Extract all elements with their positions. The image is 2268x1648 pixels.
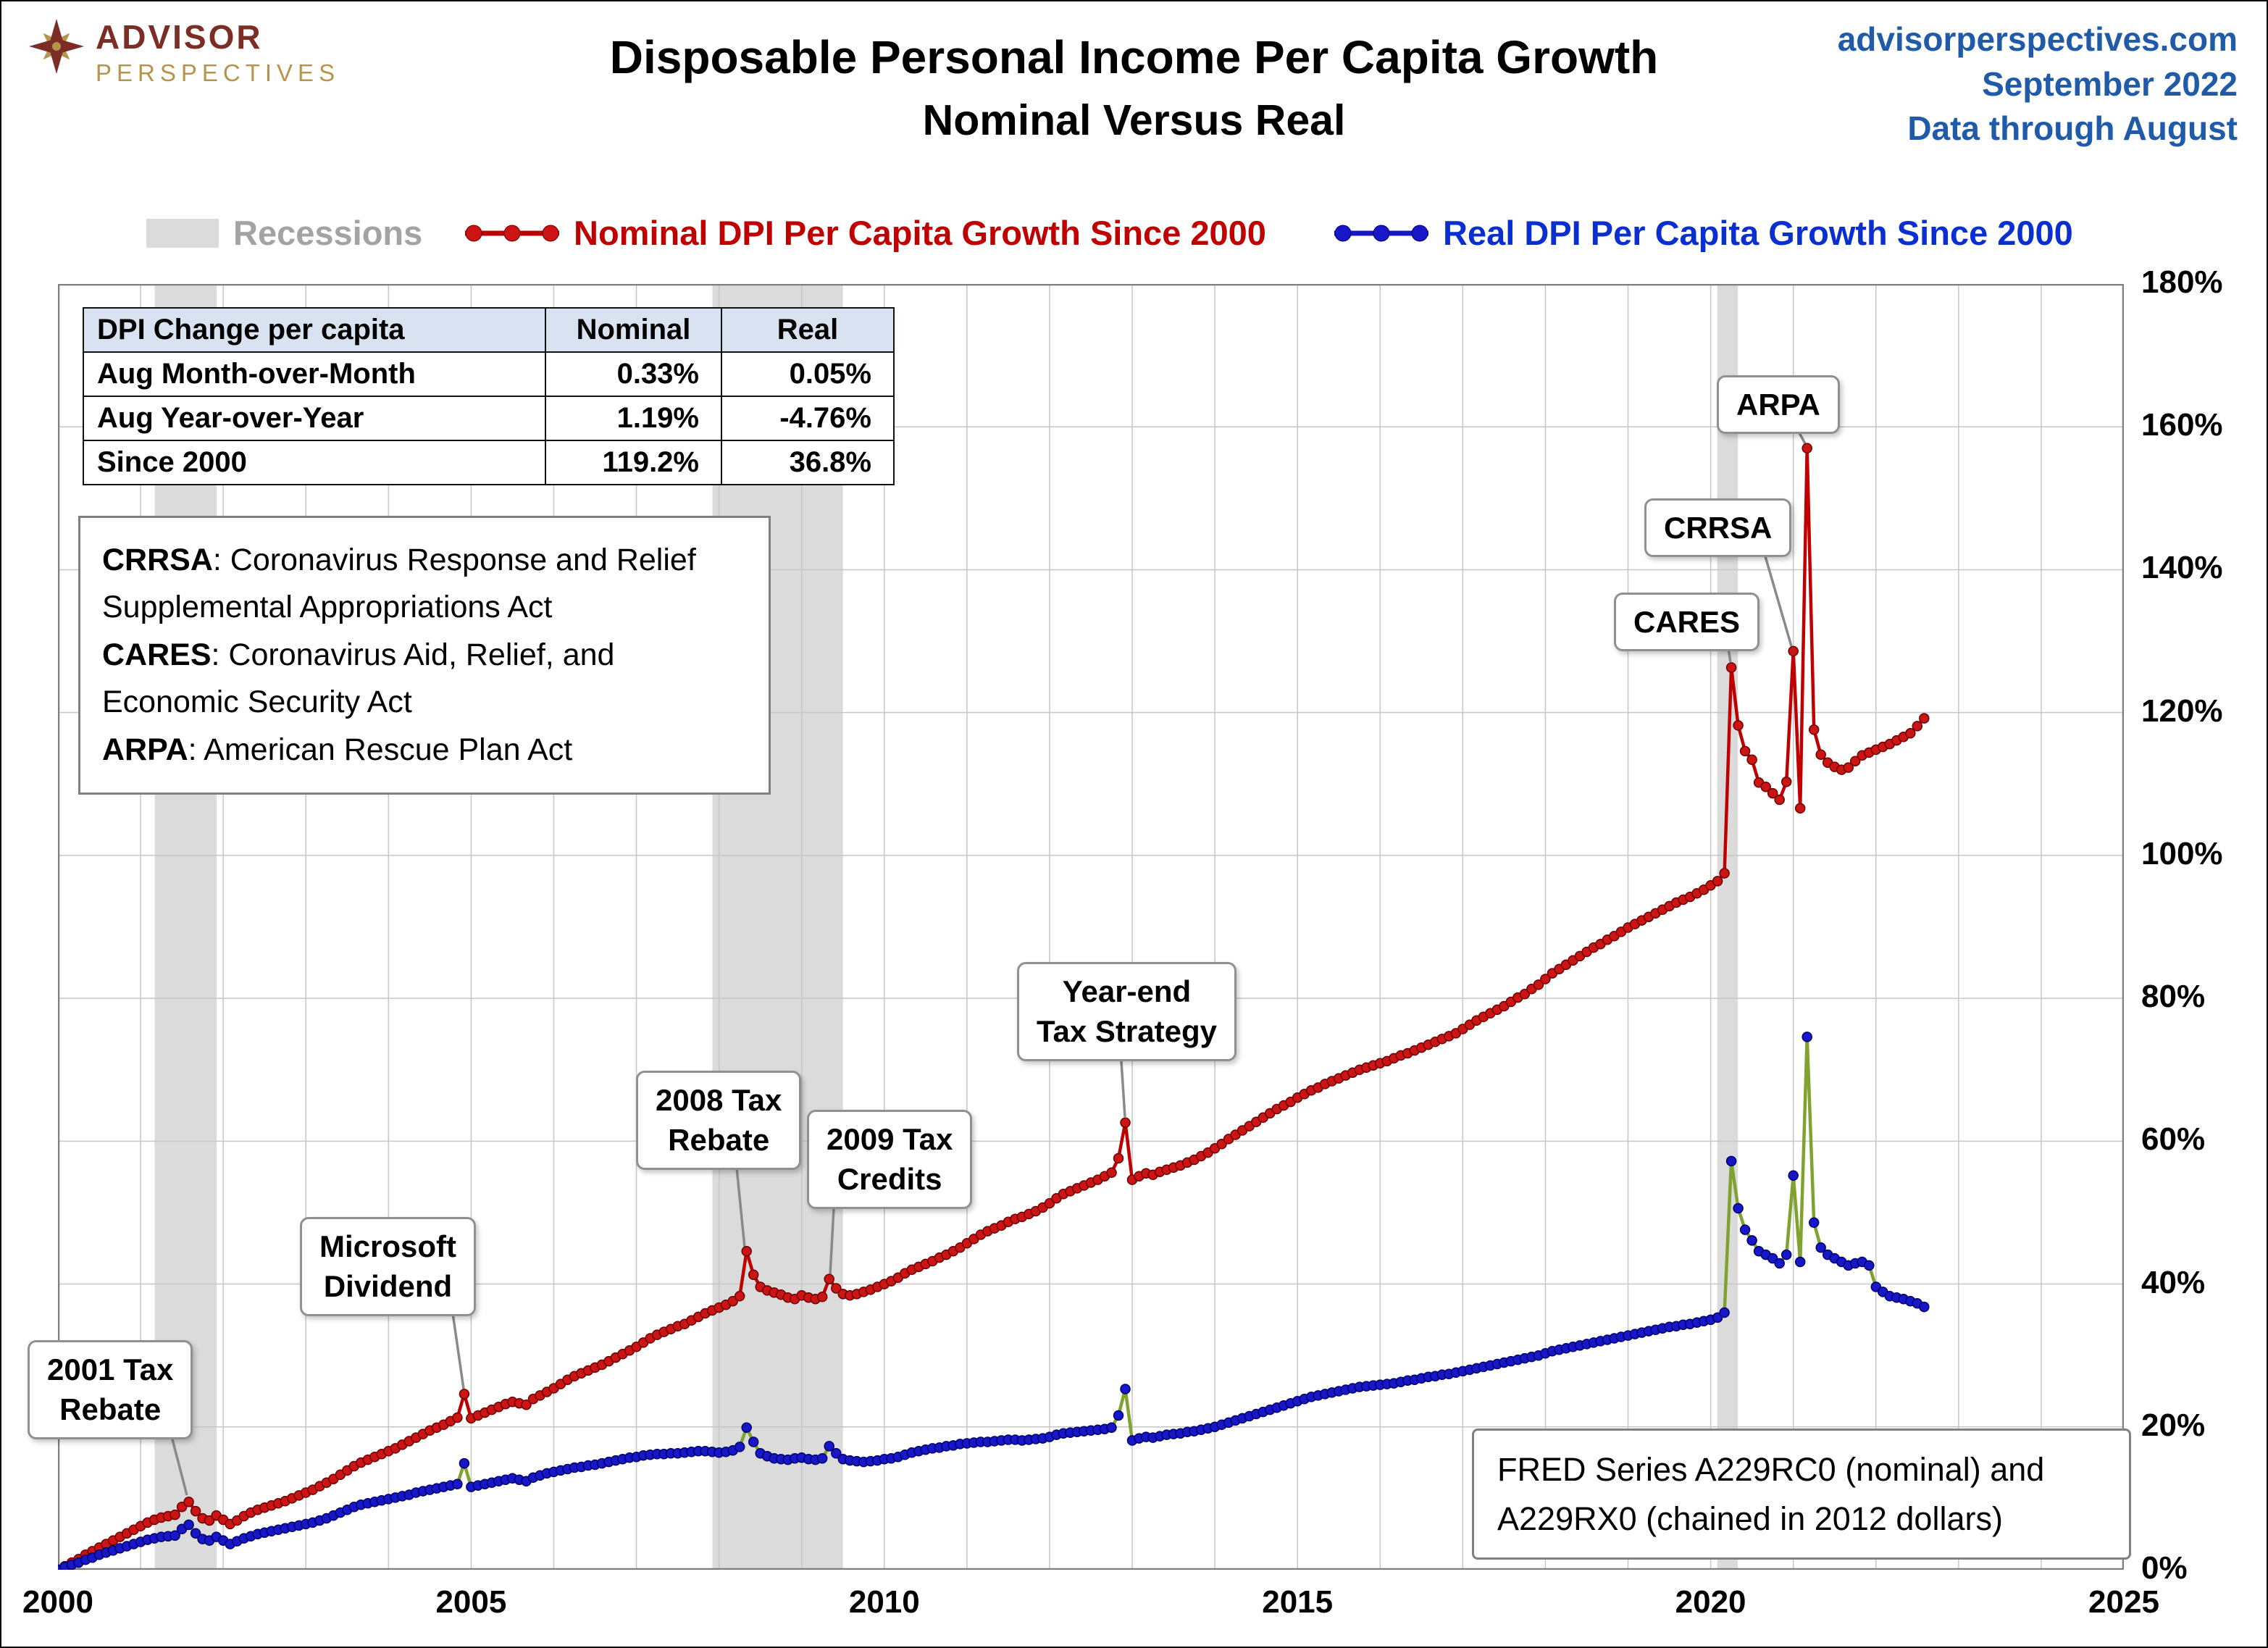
- row-mom-real: 0.05%: [721, 351, 895, 397]
- chart-title: Disposable Personal Income Per Capita Gr…: [1, 30, 2267, 145]
- y-axis-tick-label: 20%: [2141, 1407, 2206, 1443]
- legend-nominal: Nominal DPI Per Capita Growth Since 2000: [465, 213, 1266, 253]
- table-header-real: Real: [721, 307, 895, 353]
- logo-text-advisor: ADVISOR: [96, 18, 263, 56]
- row-yoy-label: Aug Year-over-Year: [83, 396, 546, 441]
- y-axis-tick-label: 120%: [2141, 693, 2223, 729]
- recession-swatch: [146, 218, 219, 248]
- definition-crrsa: CRRSA: Coronavirus Response and Relief S…: [102, 543, 696, 624]
- y-axis-tick-label: 180%: [2141, 264, 2223, 300]
- plot-area: [58, 284, 2124, 1570]
- annotation-year-end-tax-strategy: Year-end Tax Strategy: [1017, 962, 1236, 1061]
- row-since2000-nominal: 119.2%: [545, 440, 722, 485]
- legend-real-label: Real DPI Per Capita Growth Since 2000: [1443, 214, 2073, 252]
- row-mom-label: Aug Month-over-Month: [83, 351, 546, 397]
- y-axis-tick-label: 40%: [2141, 1264, 2206, 1300]
- annotation-crrsa: CRRSA: [1644, 498, 1792, 558]
- real-series-markers: [58, 1032, 1930, 1570]
- nominal-series-marker: [465, 225, 559, 241]
- y-axis-tick-label: 160%: [2141, 407, 2223, 443]
- row-since2000-label: Since 2000: [83, 440, 546, 485]
- legend-recessions-label: Recessions: [233, 214, 423, 252]
- recession-band: [712, 284, 843, 1570]
- definition-arpa: ARPA: American Rescue Plan Act: [102, 732, 573, 767]
- source-note: FRED Series A229RC0 (nominal) and A229RX…: [1472, 1429, 2131, 1560]
- compass-rose-icon: [28, 17, 85, 79]
- row-yoy-nominal: 1.19%: [545, 396, 722, 441]
- x-axis-tick-label: 2005: [435, 1584, 507, 1620]
- definition-cares: CARES: Coronavirus Aid, Relief, and Econ…: [102, 637, 615, 719]
- x-axis-tick-label: 2010: [848, 1584, 920, 1620]
- row-since2000-real: 36.8%: [721, 440, 895, 485]
- chart-title-line1: Disposable Personal Income Per Capita Gr…: [609, 31, 1659, 83]
- table-row: Aug Month-over-Month 0.33% 0.05%: [83, 351, 895, 397]
- real-series-marker: [1334, 225, 1428, 241]
- chart-title-line2: Nominal Versus Real: [922, 96, 1346, 144]
- dpi-change-table: DPI Change per capita Nominal Real Aug M…: [83, 307, 895, 485]
- table-header-metric: DPI Change per capita: [83, 307, 546, 353]
- x-axis-tick-label: 2015: [1262, 1584, 1334, 1620]
- data-through: Data through August: [1907, 109, 2238, 148]
- x-axis-tick-label: 2020: [1675, 1584, 1746, 1620]
- annotation-microsoft-dividend: Microsoft Dividend: [300, 1217, 476, 1316]
- site-url: advisorperspectives.com: [1837, 20, 2238, 58]
- y-axis-tick-label: 140%: [2141, 550, 2223, 586]
- annotation-cares: CARES: [1614, 593, 1760, 652]
- legend-recessions: Recessions: [146, 213, 422, 253]
- plot-frame: [58, 284, 2124, 1570]
- annotation-2009-tax-credits: 2009 Tax Credits: [807, 1110, 973, 1209]
- row-mom-nominal: 0.33%: [545, 351, 722, 397]
- site-info: advisorperspectives.com September 2022 D…: [1838, 17, 2238, 151]
- advisor-perspectives-logo: ADVISOR PERSPECTIVES: [28, 17, 340, 87]
- x-axis-tick-label: 2025: [2088, 1584, 2159, 1620]
- annotation-2001-tax-rebate: 2001 Tax Rebate: [28, 1340, 193, 1439]
- table-row: Since 2000 119.2% 36.8%: [83, 440, 895, 485]
- table-row: Aug Year-over-Year 1.19% -4.76%: [83, 396, 895, 441]
- annotation-leader-line: [1119, 1050, 1126, 1118]
- table-header-row: DPI Change per capita Nominal Real: [83, 307, 895, 353]
- y-axis-tick-label: 100%: [2141, 835, 2223, 871]
- table-header-nominal: Nominal: [545, 307, 722, 353]
- publication-month: September 2022: [1982, 64, 2238, 103]
- legend-nominal-label: Nominal DPI Per Capita Growth Since 2000: [574, 214, 1266, 252]
- annotation-2008-tax-rebate: 2008 Tax Rebate: [636, 1071, 802, 1170]
- logo-text-perspectives: PERSPECTIVES: [96, 59, 340, 86]
- y-axis-tick-label: 60%: [2141, 1121, 2206, 1158]
- legend-real: Real DPI Per Capita Growth Since 2000: [1334, 213, 2073, 253]
- row-yoy-real: -4.76%: [721, 396, 895, 441]
- recession-band: [1717, 284, 1738, 1570]
- x-axis-tick-label: 2000: [22, 1584, 93, 1620]
- acronym-definitions-box: CRRSA: Coronavirus Response and Relief S…: [78, 516, 771, 795]
- nominal-series-markers: [58, 443, 1930, 1570]
- y-axis-tick-label: 0%: [2141, 1550, 2188, 1586]
- annotation-arpa: ARPA: [1717, 375, 1840, 435]
- y-axis-tick-label: 80%: [2141, 979, 2206, 1015]
